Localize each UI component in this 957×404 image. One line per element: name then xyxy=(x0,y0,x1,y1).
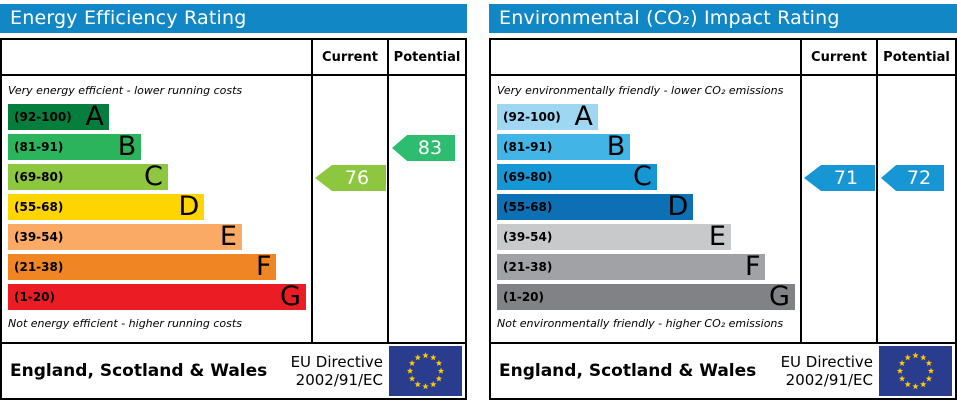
environmental-current-cell: 71 xyxy=(802,76,878,342)
band-range-label: (55-68) xyxy=(14,200,64,214)
current-rating-arrow: 76 xyxy=(315,165,386,191)
energy-efficiency-panel: Energy Efficiency Rating Current Potenti… xyxy=(0,4,467,400)
band-letter: A xyxy=(85,101,104,132)
band-range-label: (81-91) xyxy=(14,140,64,154)
band-letter: F xyxy=(744,251,761,282)
band-g: (1-20) G xyxy=(497,281,795,312)
band-letter: D xyxy=(178,191,200,222)
band-letter: G xyxy=(769,281,790,312)
energy-potential-header: Potential xyxy=(393,50,461,65)
environmental-potential-cell: 72 xyxy=(878,76,955,342)
energy-header-row: Current Potential xyxy=(2,40,465,76)
potential-rating-arrow: 83 xyxy=(392,135,455,161)
environmental-impact-panel: Environmental (CO₂) Impact Rating Curren… xyxy=(489,4,957,400)
region-label: England, Scotland & Wales xyxy=(10,361,268,381)
band-c: (69-80) C xyxy=(8,161,168,192)
band-range-label: (69-80) xyxy=(14,170,64,184)
environmental-panel-title: Environmental (CO₂) Impact Rating xyxy=(489,4,957,33)
region-label: England, Scotland & Wales xyxy=(499,361,757,381)
eu-directive-label: EU Directive 2002/91/EC xyxy=(780,353,873,389)
band-letter: F xyxy=(255,251,272,282)
eu-directive-label: EU Directive 2002/91/EC xyxy=(290,353,383,389)
band-letter: A xyxy=(574,101,593,132)
band-letter: C xyxy=(143,161,163,192)
band-letter: B xyxy=(117,131,137,162)
band-range-label: (39-54) xyxy=(14,230,64,244)
environmental-top-caption: Very environmentally friendly - lower CO… xyxy=(497,84,784,97)
energy-bottom-caption: Not energy efficient - higher running co… xyxy=(8,317,242,330)
band-range-label: (55-68) xyxy=(503,200,553,214)
energy-top-caption: Very energy efficient - lower running co… xyxy=(8,84,243,97)
band-b: (81-91) B xyxy=(497,131,631,162)
band-letter: B xyxy=(606,131,626,162)
band-range-label: (21-38) xyxy=(503,260,553,274)
band-e: (39-54) E xyxy=(8,221,242,252)
environmental-header-row: Current Potential xyxy=(491,40,955,76)
band-letter: E xyxy=(219,221,237,252)
energy-footer: England, Scotland & Wales EU Directive 2… xyxy=(2,342,465,398)
environmental-bands: (92-100) A (81-91) B (69-80) C (55-68) D (39-54)… xyxy=(497,101,798,312)
band-letter: E xyxy=(708,221,726,252)
band-a: (92-100) A xyxy=(8,101,109,132)
band-range-label: (92-100) xyxy=(14,110,72,124)
current-rating-arrow: 71 xyxy=(804,165,875,191)
band-b: (81-91) B xyxy=(8,131,142,162)
band-f: (21-38) F xyxy=(497,251,766,282)
band-a: (92-100) A xyxy=(497,101,598,132)
potential-rating-arrow: 72 xyxy=(881,165,944,191)
band-range-label: (69-80) xyxy=(503,170,553,184)
environmental-potential-header: Potential xyxy=(883,50,950,65)
environmental-band-scale: Very environmentally friendly - lower CO… xyxy=(491,76,802,342)
band-d: (55-68) D xyxy=(497,191,694,222)
energy-header-spacer xyxy=(2,40,313,74)
band-range-label: (81-91) xyxy=(503,140,553,154)
environmental-footer: England, Scotland & Wales EU Directive 2… xyxy=(491,342,955,398)
environmental-chart-body: Very environmentally friendly - lower CO… xyxy=(491,76,955,342)
band-letter: G xyxy=(280,281,301,312)
band-d: (55-68) D xyxy=(8,191,205,222)
band-letter: C xyxy=(632,161,652,192)
energy-panel-title: Energy Efficiency Rating xyxy=(0,4,467,33)
energy-potential-cell: 83 xyxy=(389,76,465,342)
band-g: (1-20) G xyxy=(8,281,306,312)
band-range-label: (1-20) xyxy=(14,290,55,304)
band-range-label: (1-20) xyxy=(503,290,544,304)
environmental-current-header: Current xyxy=(802,40,878,74)
band-e: (39-54) E xyxy=(497,221,731,252)
eu-flag-icon xyxy=(879,346,952,396)
environmental-rating-table: Current Potential Very environmentally f… xyxy=(489,38,957,400)
eu-flag-icon xyxy=(389,346,462,396)
band-f: (21-38) F xyxy=(8,251,277,282)
energy-chart-body: Very energy efficient - lower running co… xyxy=(2,76,465,342)
band-c: (69-80) C xyxy=(497,161,657,192)
energy-rating-table: Current Potential Very energy efficient … xyxy=(0,38,467,400)
band-range-label: (92-100) xyxy=(503,110,561,124)
energy-current-header: Current xyxy=(313,40,389,74)
energy-band-scale: Very energy efficient - lower running co… xyxy=(2,76,313,342)
energy-current-cell: 76 xyxy=(313,76,389,342)
band-range-label: (39-54) xyxy=(503,230,553,244)
environmental-header-spacer xyxy=(491,40,802,74)
band-letter: D xyxy=(667,191,689,222)
band-range-label: (21-38) xyxy=(14,260,64,274)
environmental-bottom-caption: Not environmentally friendly - higher CO… xyxy=(497,317,784,330)
energy-bands: (92-100) A (81-91) B (69-80) C (55-68) D (39-54)… xyxy=(8,101,309,312)
